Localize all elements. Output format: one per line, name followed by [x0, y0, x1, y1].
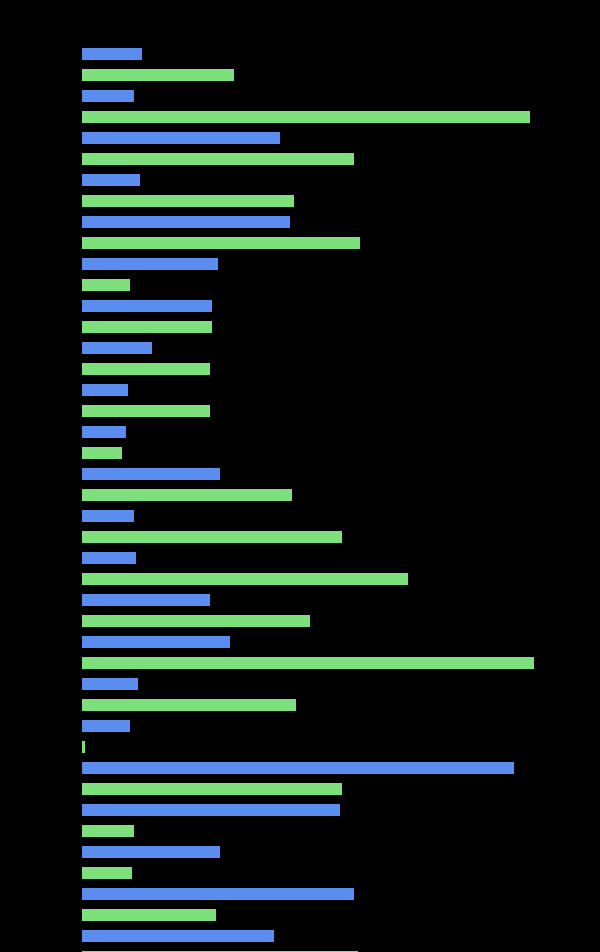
bar-row-3	[82, 111, 530, 123]
bar-row-22	[82, 510, 134, 522]
bar-row-31	[82, 699, 296, 711]
bar-row-6	[82, 174, 140, 186]
bar-row-16	[82, 384, 128, 396]
bar-row-11	[82, 279, 130, 291]
bar-row-21	[82, 489, 292, 501]
bar-row-28	[82, 636, 230, 648]
bar-row-39	[82, 867, 132, 879]
bar-row-25	[82, 573, 408, 585]
bar-row-19	[82, 447, 122, 459]
bar-row-23	[82, 531, 342, 543]
chart-stage	[0, 0, 600, 952]
bar-row-9	[82, 237, 360, 249]
bar-row-17	[82, 405, 210, 417]
bar-row-33	[82, 741, 85, 753]
bar-row-12	[82, 300, 212, 312]
bar-row-5	[82, 153, 354, 165]
bar-row-32	[82, 720, 130, 732]
bar-row-40	[82, 888, 354, 900]
bar-row-36	[82, 804, 340, 816]
bar-row-37	[82, 825, 134, 837]
bar-row-24	[82, 552, 136, 564]
bar-row-34	[82, 762, 514, 774]
bar-row-41	[82, 909, 216, 921]
bar-row-35	[82, 783, 342, 795]
bar-row-1	[82, 69, 234, 81]
bar-row-4	[82, 132, 280, 144]
bar-row-14	[82, 342, 152, 354]
bar-row-27	[82, 615, 310, 627]
bar-row-7	[82, 195, 294, 207]
bar-row-20	[82, 468, 220, 480]
bar-row-2	[82, 90, 134, 102]
bar-row-30	[82, 678, 138, 690]
bar-row-18	[82, 426, 126, 438]
bar-row-10	[82, 258, 218, 270]
bar-row-13	[82, 321, 212, 333]
bar-row-42	[82, 930, 274, 942]
bar-row-8	[82, 216, 290, 228]
bar-row-15	[82, 363, 210, 375]
bar-row-29	[82, 657, 534, 669]
bar-row-0	[82, 48, 142, 60]
bar-row-38	[82, 846, 220, 858]
bar-row-26	[82, 594, 210, 606]
